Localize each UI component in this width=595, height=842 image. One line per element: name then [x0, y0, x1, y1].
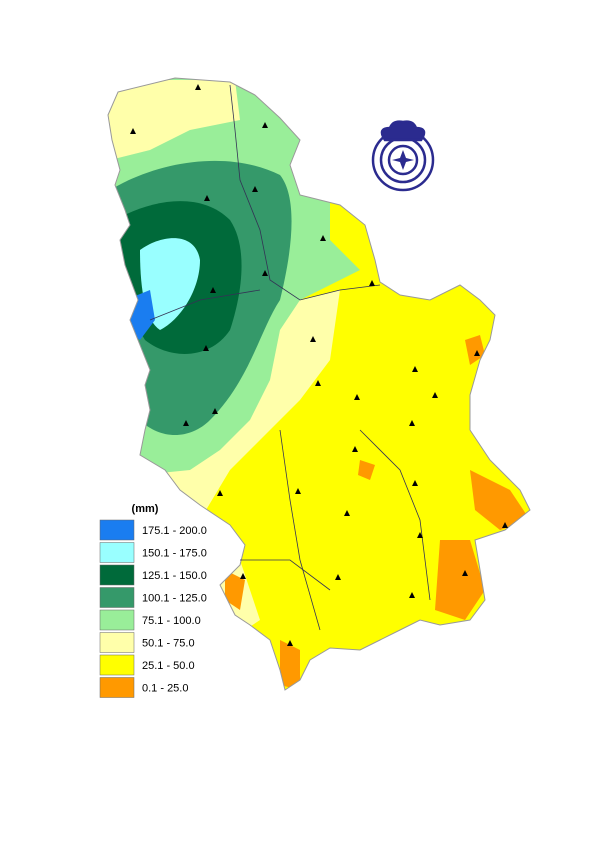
legend-label: 150.1 - 175.0: [142, 548, 207, 560]
legend-swatch: [99, 632, 135, 653]
legend-label: 25.1 - 50.0: [142, 660, 195, 672]
legend-swatch: [99, 542, 135, 563]
legend-label: 50.1 - 75.0: [142, 638, 195, 650]
legend-label: 175.1 - 200.0: [142, 525, 207, 537]
logo: [371, 120, 435, 192]
legend-swatch: [99, 654, 135, 676]
legend-label: 100.1 - 125.0: [142, 593, 207, 605]
legend-title: (mm): [132, 503, 159, 515]
legend-label: 0.1 - 25.0: [142, 683, 188, 695]
legend-swatch: [99, 609, 135, 631]
legend-swatch: [99, 587, 135, 608]
legend-label: 125.1 - 150.0: [142, 570, 207, 582]
legend: (mm) 175.1 - 200.0 150.1 - 175.0 125.1 - 1…: [99, 503, 207, 698]
legend-swatch: [99, 677, 135, 698]
legend-swatch: [99, 564, 135, 586]
legend-swatch: [99, 519, 135, 541]
legend-label: 75.1 - 100.0: [142, 615, 201, 627]
border: [107, 77, 531, 691]
rivers: [149, 84, 431, 631]
